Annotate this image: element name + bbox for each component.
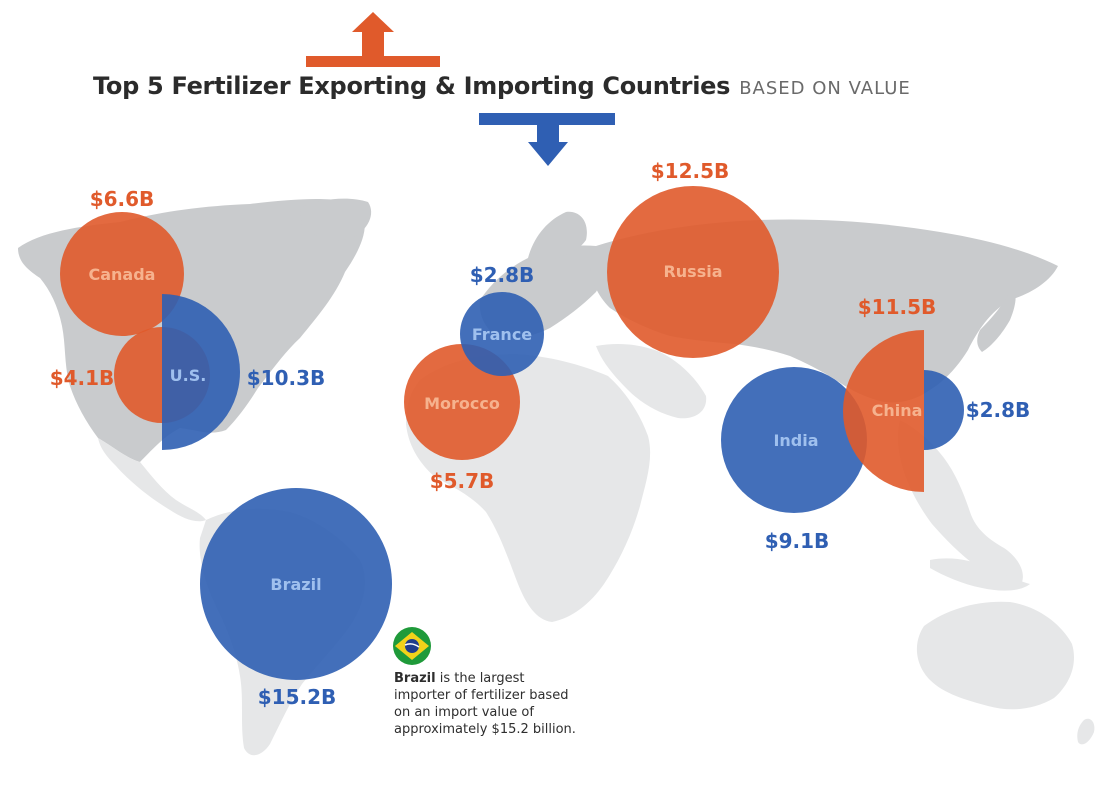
value-india-import: $9.1B [765, 529, 830, 553]
bubble-france-import [460, 292, 544, 376]
bubble-russia-export [607, 186, 779, 358]
value-us-import: $10.3B [247, 366, 326, 390]
bubble-us-import [162, 294, 240, 450]
land-middle-east [596, 344, 707, 419]
value-brazil-import: $15.2B [258, 685, 337, 709]
land-australia [916, 601, 1074, 710]
label-india: India [773, 431, 818, 450]
brazil-note: Brazil is the largest importer of fertil… [394, 670, 584, 738]
land-scandinavia [528, 211, 587, 262]
bubble-india-import [721, 367, 867, 513]
value-canada-export: $6.6B [90, 187, 155, 211]
label-morocco: Morocco [424, 394, 500, 413]
value-russia-export: $12.5B [651, 159, 730, 183]
land-indonesia [930, 558, 1030, 591]
label-brazil: Brazil [270, 575, 321, 594]
page-subtitle: BASED ON VALUE [739, 78, 911, 99]
bubbles [60, 186, 964, 680]
country-labels: Canada U.S. France Morocco Russia India … [89, 262, 923, 594]
label-china: China [872, 401, 923, 420]
bubble-canada-export [60, 212, 184, 336]
label-us: U.S. [170, 366, 207, 385]
arrow-down-icon [479, 113, 615, 166]
legend-arrows [306, 12, 615, 166]
label-france: France [472, 325, 532, 344]
bubble-brazil-import [200, 488, 392, 680]
label-russia: Russia [663, 262, 722, 281]
brazil-flag-icon [393, 627, 431, 665]
note-bold: Brazil [394, 671, 436, 686]
value-china-import: $2.8B [966, 398, 1031, 422]
title-block: Top 5 Fertilizer Exporting & Importing C… [93, 72, 911, 100]
page-title: Top 5 Fertilizer Exporting & Importing C… [93, 72, 731, 100]
value-labels: $6.6B $4.1B $10.3B $2.8B $5.7B $12.5B $1… [50, 159, 1031, 709]
value-us-export: $4.1B [50, 366, 115, 390]
land-new-zealand [1077, 718, 1095, 745]
land-central-america [98, 438, 206, 522]
land-japan [977, 288, 1016, 352]
bubble-china-import [924, 370, 964, 450]
value-china-export: $11.5B [858, 295, 937, 319]
bubble-china-export [843, 330, 924, 492]
label-canada: Canada [89, 265, 156, 284]
value-france-import: $2.8B [470, 263, 535, 287]
note-text: is the largest importer of fertilizer ba… [394, 671, 576, 737]
arrow-up-icon [306, 12, 440, 67]
land-southeast-asia [897, 420, 1023, 583]
land-greenland [300, 198, 372, 241]
value-morocco-export: $5.7B [430, 469, 495, 493]
